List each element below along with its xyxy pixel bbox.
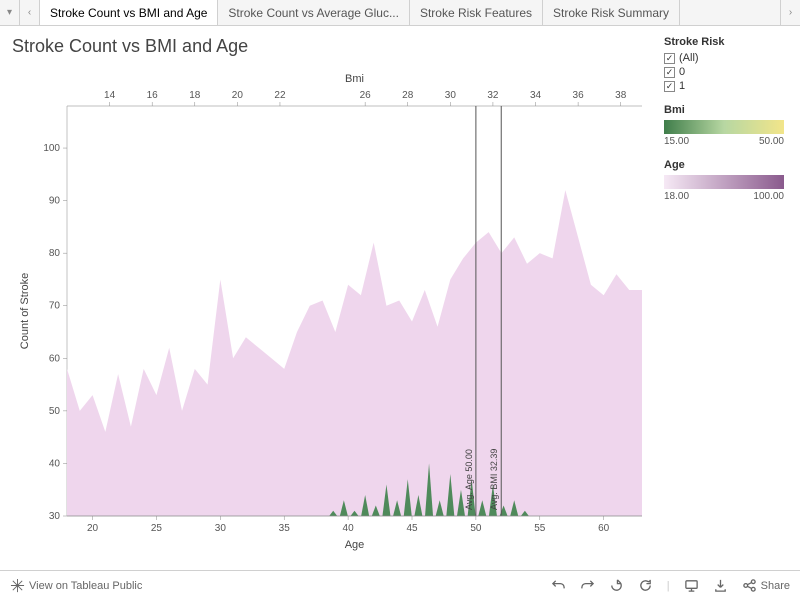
tab-stroke-glucose[interactable]: Stroke Count vs Average Gluc... <box>218 0 410 25</box>
svg-text:25: 25 <box>151 523 163 534</box>
legend-bmi-min: 15.00 <box>664 136 689 147</box>
checkbox-icon: ✓ <box>664 81 675 92</box>
svg-text:26: 26 <box>360 90 372 101</box>
redo-button[interactable] <box>580 578 595 593</box>
share-button[interactable]: Share <box>742 578 790 593</box>
legend-stroke-risk: Stroke Risk ✓ (All) ✓ 0 ✓ 1 <box>664 36 792 92</box>
svg-text:20: 20 <box>232 90 244 101</box>
svg-text:45: 45 <box>406 523 418 534</box>
legend-stroke-risk-title: Stroke Risk <box>664 36 792 48</box>
tab-strip: ▾ ‹ Stroke Count vs BMI and Age Stroke C… <box>0 0 800 26</box>
svg-text:34: 34 <box>530 90 542 101</box>
svg-text:100: 100 <box>43 143 60 154</box>
tab-stroke-summary[interactable]: Stroke Risk Summary <box>543 0 680 25</box>
legend-risk-0[interactable]: ✓ 0 <box>664 66 792 78</box>
svg-text:40: 40 <box>49 458 61 469</box>
svg-text:60: 60 <box>49 353 61 364</box>
main-row: Stroke Count vs BMI and Age Avg. Age 50.… <box>0 26 800 570</box>
presentation-button[interactable] <box>684 578 699 593</box>
svg-text:60: 60 <box>598 523 610 534</box>
tab-stroke-features[interactable]: Stroke Risk Features <box>410 0 543 25</box>
svg-text:18: 18 <box>189 90 201 101</box>
legend-bmi-gradient <box>664 120 784 134</box>
svg-text:30: 30 <box>445 90 457 101</box>
undo-button[interactable] <box>551 578 566 593</box>
svg-text:38: 38 <box>615 90 627 101</box>
checkbox-icon: ✓ <box>664 53 675 64</box>
svg-text:70: 70 <box>49 301 61 312</box>
svg-text:30: 30 <box>49 511 61 522</box>
legend-risk-all-label: (All) <box>679 52 699 64</box>
svg-text:28: 28 <box>402 90 414 101</box>
legend-bmi-title: Bmi <box>664 104 792 116</box>
share-label: Share <box>761 580 790 592</box>
svg-text:Avg. Age 50.00: Avg. Age 50.00 <box>464 449 474 510</box>
svg-text:Bmi: Bmi <box>345 73 364 85</box>
svg-text:90: 90 <box>49 196 61 207</box>
checkbox-icon: ✓ <box>664 67 675 78</box>
tab-scroll-left[interactable]: ‹ <box>20 0 40 25</box>
refresh-button[interactable] <box>638 578 653 593</box>
legend-age-min: 18.00 <box>664 191 689 202</box>
chart-title: Stroke Count vs BMI and Age <box>12 36 652 57</box>
legend-age-title: Age <box>664 159 792 171</box>
legend-bmi: Bmi 15.00 50.00 <box>664 104 792 147</box>
svg-text:Avg. BMI 32.39: Avg. BMI 32.39 <box>489 449 499 510</box>
svg-text:35: 35 <box>279 523 291 534</box>
svg-text:50: 50 <box>470 523 482 534</box>
legend-risk-0-label: 0 <box>679 66 685 78</box>
svg-text:40: 40 <box>343 523 355 534</box>
legend-risk-1[interactable]: ✓ 1 <box>664 80 792 92</box>
revert-button[interactable] <box>609 578 624 593</box>
footer-toolbar: View on Tableau Public | Share <box>0 570 800 600</box>
legend-risk-all[interactable]: ✓ (All) <box>664 52 792 64</box>
svg-text:55: 55 <box>534 523 546 534</box>
svg-text:50: 50 <box>49 406 61 417</box>
svg-text:22: 22 <box>274 90 286 101</box>
legend-age-gradient <box>664 175 784 189</box>
svg-text:20: 20 <box>87 523 99 534</box>
legend-bmi-max: 50.00 <box>759 136 784 147</box>
chart-canvas: Avg. Age 50.00 Avg. BMI 32.39 30 40 50 60 70 80… <box>12 61 652 561</box>
legend-risk-1-label: 1 <box>679 80 685 92</box>
tableau-logo-icon[interactable]: View on Tableau Public <box>10 578 142 593</box>
legend-pane: Stroke Risk ✓ (All) ✓ 0 ✓ 1 Bmi 15.00 50… <box>660 26 800 570</box>
svg-text:Age: Age <box>345 539 365 551</box>
svg-text:80: 80 <box>49 248 61 259</box>
svg-text:32: 32 <box>487 90 499 101</box>
legend-age: Age 18.00 100.00 <box>664 159 792 202</box>
view-on-tableau-label: View on Tableau Public <box>29 580 142 592</box>
legend-age-max: 100.00 <box>753 191 784 202</box>
svg-text:36: 36 <box>573 90 585 101</box>
svg-text:16: 16 <box>147 90 159 101</box>
svg-text:30: 30 <box>215 523 227 534</box>
download-button[interactable] <box>713 578 728 593</box>
chart-pane: Stroke Count vs BMI and Age Avg. Age 50.… <box>0 26 660 570</box>
svg-text:14: 14 <box>104 90 116 101</box>
svg-text:Count of Stroke: Count of Stroke <box>19 273 31 349</box>
tab-scroll-right[interactable]: › <box>780 0 800 25</box>
tab-menu-dropdown[interactable]: ▾ <box>0 0 20 25</box>
tab-stroke-bmi-age[interactable]: Stroke Count vs BMI and Age <box>40 0 218 25</box>
